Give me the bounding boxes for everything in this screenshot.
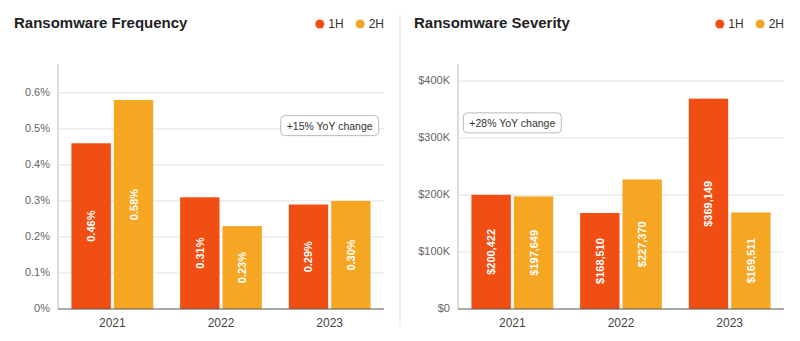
data-label: $200,422 xyxy=(485,229,497,275)
y-tick-label: 0.2% xyxy=(25,230,50,242)
data-label: 0.29% xyxy=(302,241,314,272)
data-label: $197,649 xyxy=(528,230,540,276)
y-tick-label: 0.5% xyxy=(25,122,50,134)
bar xyxy=(114,100,153,309)
x-tick-label: 2023 xyxy=(316,316,343,330)
legend-swatch xyxy=(315,20,324,29)
data-label: $227,370 xyxy=(636,221,648,267)
bar xyxy=(331,201,370,309)
annotation: +15% YoY change xyxy=(281,116,379,136)
x-axis-line xyxy=(58,309,384,310)
bar xyxy=(289,205,328,309)
chart-panel: Ransomware Frequency 0% 0.1% 0.2% 0.3% 0.4% 0.… xyxy=(14,14,384,330)
data-label: $168,510 xyxy=(594,238,606,284)
y-axis-line xyxy=(58,64,59,309)
chart-title: Ransomware Frequency xyxy=(14,14,188,31)
bar xyxy=(180,197,219,309)
legend-swatch xyxy=(715,20,724,29)
legend: 1H 2H xyxy=(315,17,384,31)
grid-line xyxy=(458,81,784,82)
x-tick-label: 2021 xyxy=(99,316,126,330)
x-tick-label: 2022 xyxy=(208,316,235,330)
y-tick-label: $100K xyxy=(418,245,450,257)
y-tick-label: 0% xyxy=(34,302,50,314)
bar xyxy=(731,212,770,309)
x-tick-label: 2023 xyxy=(716,316,743,330)
bar xyxy=(689,99,728,309)
x-tick-label: 2022 xyxy=(608,316,635,330)
annotation-text: +15% YoY change xyxy=(287,120,373,132)
legend-label: 2H xyxy=(769,17,784,31)
x-axis-line xyxy=(458,309,784,310)
data-label: $169,511 xyxy=(745,238,757,283)
annotation-box xyxy=(281,116,379,136)
annotation: +28% YoY change xyxy=(463,113,561,133)
bar xyxy=(471,195,510,309)
data-label-group: $200,422 $168,510 $369,149 $197,649 $227,370… xyxy=(485,181,757,284)
legend-label: 1H xyxy=(728,17,743,31)
data-label: $369,149 xyxy=(702,181,714,227)
data-label: 0.58% xyxy=(128,189,140,220)
grid-line xyxy=(58,92,384,93)
legend-swatch xyxy=(756,20,765,29)
legend-label: 1H xyxy=(328,17,343,31)
y-tick-label: $200K xyxy=(418,188,450,200)
data-label-group: 0.46% 0.31% 0.29% 0.58% 0.23% 0.30% xyxy=(85,189,357,283)
y-tick-label: $300K xyxy=(418,131,450,143)
legend-label: 2H xyxy=(369,17,384,31)
bar xyxy=(623,179,662,309)
data-label: 0.46% xyxy=(85,210,97,241)
x-tick-label: 2021 xyxy=(499,316,526,330)
y-axis-line xyxy=(458,64,459,309)
data-label: 0.23% xyxy=(236,252,248,283)
bar xyxy=(223,226,262,309)
y-tick-label: 0.6% xyxy=(25,86,50,98)
y-tick-label: 0.3% xyxy=(25,194,50,206)
y-tick-label: 0.4% xyxy=(25,158,50,170)
grid-line xyxy=(458,138,784,139)
data-label: 0.31% xyxy=(194,237,206,268)
bar xyxy=(514,196,553,309)
y-tick-label: 0.1% xyxy=(25,266,50,278)
y-tick-label: $0 xyxy=(438,302,450,314)
y-tick-label: $400K xyxy=(418,74,450,86)
legend-swatch xyxy=(356,20,365,29)
chart-panel: Ransomware Severity $0 $100K $200K $300K $400… xyxy=(400,14,784,330)
chart-title: Ransomware Severity xyxy=(414,14,571,31)
annotation-box xyxy=(463,113,561,133)
annotation-text: +28% YoY change xyxy=(469,117,555,129)
panel-divider xyxy=(400,14,401,327)
bar xyxy=(580,213,619,309)
data-label: 0.30% xyxy=(345,239,357,270)
legend: 1H 2H xyxy=(715,17,784,31)
bar xyxy=(71,143,110,309)
chart-canvas: Ransomware Frequency 0% 0.1% 0.2% 0.3% 0.4% 0.… xyxy=(0,0,800,341)
